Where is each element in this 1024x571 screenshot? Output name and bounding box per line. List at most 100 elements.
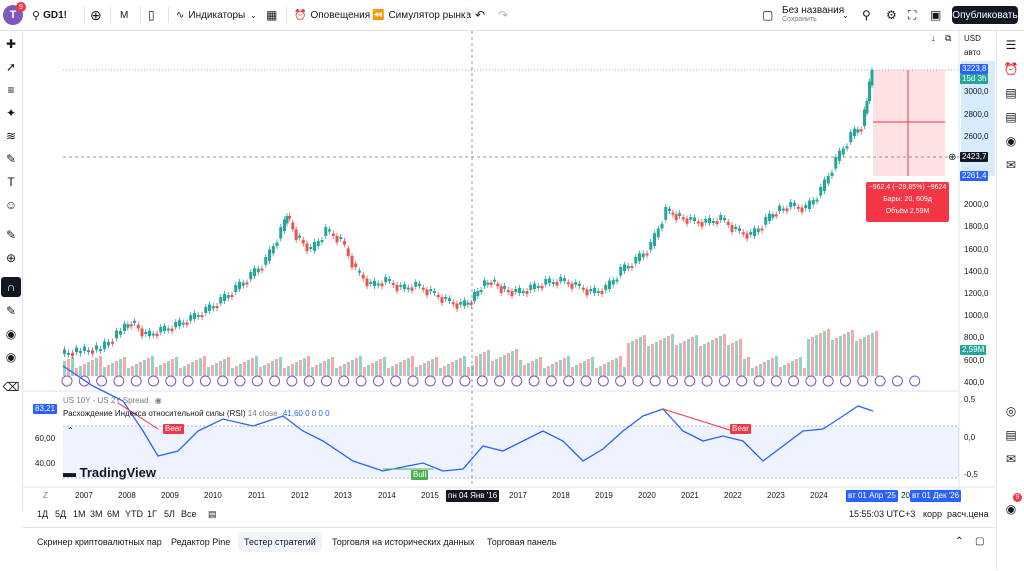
data-window-icon[interactable]: ▤ bbox=[1005, 86, 1017, 100]
camera-icon[interactable]: ▣ bbox=[930, 8, 942, 22]
candle-body bbox=[283, 219, 286, 231]
candle-body bbox=[529, 285, 533, 290]
maximize-panel-icon[interactable]: ▢ bbox=[975, 536, 985, 547]
fullscreen-icon[interactable]: ⛶ bbox=[908, 7, 917, 22]
volume-bar bbox=[767, 360, 770, 376]
lock-drawing-icon[interactable]: ✎ bbox=[5, 304, 17, 318]
tab-strategy-tester[interactable]: Тестер стратегий bbox=[238, 532, 322, 552]
eye-icon[interactable]: ◉ bbox=[154, 396, 162, 405]
event-marker bbox=[597, 375, 609, 387]
year-label: 2015 bbox=[421, 491, 439, 500]
clock-label[interactable]: 15:55:03 UTC+3 bbox=[849, 509, 916, 519]
add-symbol-icon[interactable]: ⊕ bbox=[90, 6, 102, 23]
eye-icon[interactable]: ◉ bbox=[5, 350, 17, 364]
candle-body bbox=[593, 288, 596, 293]
candle-body bbox=[544, 279, 548, 285]
replay-button[interactable]: ⏪ Симулятор рынка bbox=[372, 0, 471, 30]
chevron-down-icon[interactable]: ⌄ bbox=[250, 10, 257, 20]
tab-trading-panel[interactable]: Торговая панель bbox=[487, 537, 557, 547]
candle-body bbox=[429, 289, 433, 292]
help-icon[interactable]: ◉ bbox=[1005, 502, 1017, 516]
emoji-icon[interactable]: ☺ bbox=[4, 198, 18, 212]
lock-icon[interactable]: ◉ bbox=[5, 327, 17, 341]
rsi-legend[interactable]: Расхождение Индекса относительной силы (… bbox=[63, 409, 330, 418]
collapse-icon[interactable]: ⌃ bbox=[67, 426, 74, 435]
chart-pane[interactable]: ↓ ⧉ USD авто 3223,8 15d 3h 2423,7 ⊕ 2261… bbox=[23, 31, 995, 506]
candle-body bbox=[589, 289, 593, 292]
magnet-icon[interactable]: ∩ bbox=[1, 277, 21, 297]
alarm-clock-icon[interactable]: ⏰ bbox=[1003, 62, 1019, 76]
forecast-icon[interactable]: ≋ bbox=[5, 129, 17, 143]
volume-bar bbox=[223, 359, 226, 376]
pattern-icon[interactable]: ✦ bbox=[5, 106, 17, 120]
candle-body bbox=[365, 278, 369, 287]
chat-icon[interactable]: ✉ bbox=[1005, 158, 1017, 172]
z-icon[interactable]: Z bbox=[43, 491, 48, 500]
range-1y[interactable]: 1Г bbox=[147, 509, 157, 519]
layout-checkbox-icon[interactable]: ▢ bbox=[762, 8, 774, 22]
candle-body bbox=[730, 225, 734, 232]
candle-type-icon[interactable]: ▯ bbox=[148, 8, 155, 22]
range-all[interactable]: Все bbox=[181, 509, 197, 519]
event-marker bbox=[684, 375, 696, 387]
currency-label[interactable]: USD bbox=[964, 34, 981, 43]
symbol-search[interactable]: ⚲ GD1! bbox=[32, 0, 67, 30]
range-ytd[interactable]: YTD bbox=[125, 509, 143, 519]
range-6m[interactable]: 6М bbox=[107, 509, 120, 519]
indicators-button[interactable]: ∿ Индикаторы bbox=[176, 0, 245, 30]
undo-icon[interactable]: ↶ bbox=[475, 8, 486, 22]
add-alert-icon[interactable]: ⊕ bbox=[948, 152, 957, 163]
calendar-range-icon[interactable]: ▤ bbox=[208, 509, 217, 519]
candle-body bbox=[208, 304, 211, 311]
candle-body bbox=[115, 330, 118, 339]
maximize-icon[interactable]: ⧉ bbox=[945, 33, 952, 43]
calendar-icon[interactable]: ▤ bbox=[1005, 428, 1017, 442]
volume-bar bbox=[91, 360, 94, 376]
gear-icon[interactable]: ⚙ bbox=[886, 8, 897, 22]
range-5y[interactable]: 5Л bbox=[164, 509, 175, 519]
candle-body bbox=[604, 285, 608, 290]
adjust-toggle[interactable]: корр bbox=[923, 509, 943, 519]
candle-body bbox=[781, 208, 785, 211]
ruler-icon[interactable]: ✎ bbox=[5, 228, 17, 242]
fib-icon[interactable]: ≡ bbox=[7, 83, 15, 97]
publish-button[interactable]: Опубликовать bbox=[952, 6, 1018, 24]
range-1m[interactable]: 1М bbox=[73, 509, 86, 519]
scale-mode[interactable]: авто bbox=[964, 48, 981, 57]
redo-icon[interactable]: ↷ bbox=[498, 8, 509, 22]
crosshair-icon[interactable]: ✚ bbox=[5, 37, 17, 51]
volume-bar bbox=[791, 361, 794, 376]
range-1d[interactable]: 1Д bbox=[37, 509, 49, 519]
tab-replay-trading[interactable]: Торговля на исторических данных bbox=[332, 537, 475, 547]
interval-button[interactable]: M bbox=[120, 9, 129, 21]
tradingview-logo[interactable]: ▬ TradingView bbox=[63, 465, 156, 480]
trash-icon[interactable]: ⌫ bbox=[2, 380, 20, 394]
tab-pine-editor[interactable]: Редактор Pine bbox=[171, 537, 231, 547]
candle-body bbox=[521, 291, 525, 293]
text-icon[interactable]: T bbox=[7, 175, 15, 189]
settlement-toggle[interactable]: расч.цена bbox=[947, 509, 989, 519]
chart-canvas[interactable] bbox=[23, 31, 995, 506]
candle-body bbox=[476, 291, 480, 296]
target-icon[interactable]: ◎ bbox=[1005, 404, 1017, 418]
notifications-icon[interactable]: ✉ bbox=[1005, 452, 1017, 466]
chevron-down-icon[interactable]: ⌄ bbox=[842, 10, 849, 20]
range-3m[interactable]: 3М bbox=[90, 509, 103, 519]
volume-bar bbox=[591, 357, 594, 376]
brush-icon[interactable]: ✎ bbox=[5, 152, 17, 166]
arrow-down-icon[interactable]: ↓ bbox=[931, 33, 936, 43]
candle-body bbox=[111, 341, 114, 344]
layout-grid-icon[interactable]: ▦ bbox=[266, 8, 278, 22]
chevron-up-icon[interactable]: ⌃ bbox=[955, 536, 964, 547]
spread-legend[interactable]: US 10Y - US 2Y Spread ◉ bbox=[63, 396, 162, 405]
ideas-icon[interactable]: ◉ bbox=[1005, 134, 1017, 148]
hotlist-icon[interactable]: ▤ bbox=[1005, 110, 1017, 124]
watchlist-icon[interactable]: ☰ bbox=[1005, 38, 1017, 52]
layout-name[interactable]: Без названия Сохранить bbox=[782, 5, 844, 23]
alerts-button[interactable]: ⏰ Оповещения bbox=[294, 0, 370, 30]
quick-search-icon[interactable]: ⚲ bbox=[862, 8, 871, 22]
zoom-in-icon[interactable]: ⊕ bbox=[5, 251, 17, 265]
trend-line-icon[interactable]: ➚ bbox=[5, 60, 17, 74]
range-5d[interactable]: 5Д bbox=[55, 509, 67, 519]
tab-crypto-screener[interactable]: Скринер криптовалютных пар bbox=[37, 537, 162, 547]
